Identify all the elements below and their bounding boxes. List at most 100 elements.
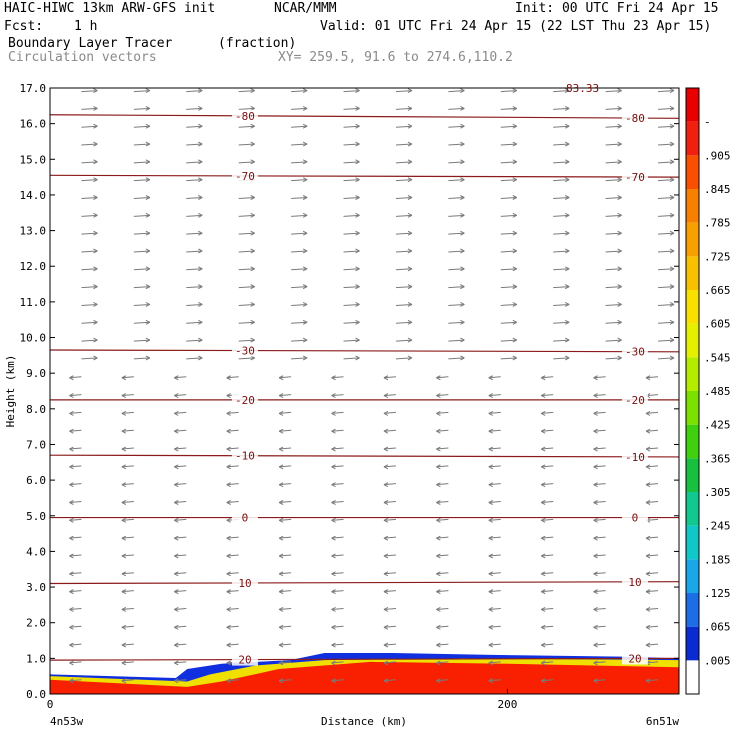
isotherm-label-bg — [621, 511, 648, 524]
circulation-vector — [593, 465, 606, 468]
circulation-vector — [238, 143, 255, 146]
circulation-vector-head — [145, 266, 151, 272]
circulation-vector — [593, 501, 606, 504]
circulation-vector-head — [512, 159, 518, 165]
circulation-vector — [69, 376, 82, 379]
circulation-vector-head — [564, 88, 570, 94]
circulation-vector-head — [226, 428, 231, 434]
circulation-vector-head — [69, 482, 74, 488]
circulation-vector — [291, 214, 308, 217]
circulation-vector-head — [488, 393, 494, 399]
circulation-vector-head — [331, 410, 336, 416]
circulation-vector — [488, 661, 501, 664]
circulation-vector — [541, 536, 554, 539]
circulation-vector — [69, 518, 82, 521]
circulation-vector — [291, 268, 308, 271]
circulation-vector-head — [278, 535, 284, 541]
circulation-vector — [553, 107, 570, 110]
isotherm-label-bg — [621, 393, 648, 406]
circulation-vector — [593, 625, 606, 628]
circulation-vector-head — [436, 428, 441, 434]
circulation-vector — [69, 429, 82, 432]
circulation-vector-head — [540, 482, 546, 488]
circulation-vector-head — [302, 284, 308, 290]
circulation-vector — [174, 679, 187, 682]
circulation-vector-head — [407, 319, 413, 325]
circulation-vector-head — [593, 624, 598, 630]
circulation-vector — [121, 376, 134, 379]
circulation-vector — [448, 232, 465, 235]
circulation-vector-head — [145, 230, 151, 236]
circulation-vector-head — [669, 284, 675, 290]
circulation-vector — [605, 197, 622, 200]
circulation-vector — [383, 661, 396, 664]
circulation-vector — [541, 607, 554, 610]
circulation-vector — [436, 590, 449, 593]
isotherm-label: -10 — [235, 450, 255, 463]
circulation-vector-head — [121, 482, 127, 488]
circulation-vector-head — [302, 230, 308, 236]
circulation-vector-head — [593, 678, 598, 684]
circulation-vector — [395, 214, 412, 217]
circulation-vector-head — [436, 410, 441, 416]
circulation-vector — [291, 197, 308, 200]
circulation-vector — [331, 465, 344, 468]
circulation-vector-head — [93, 141, 98, 147]
circulation-vector — [291, 339, 308, 342]
circulation-vector — [383, 643, 396, 646]
circulation-vector — [186, 197, 203, 200]
circulation-vector-head — [93, 105, 98, 111]
circulation-vector — [238, 339, 255, 342]
circulation-vector-head — [645, 482, 651, 488]
colorbar-label: .365 — [704, 452, 731, 465]
circulation-vector — [226, 465, 239, 468]
circulation-vector-head — [198, 177, 203, 183]
circulation-vector — [121, 661, 134, 664]
colorbar-label: .845 — [704, 183, 731, 196]
circulation-vector — [488, 572, 501, 575]
circulation-vector-head — [383, 553, 389, 559]
circulation-vector — [133, 268, 150, 271]
circulation-vector-head — [512, 284, 518, 290]
circulation-vector-head — [488, 589, 494, 595]
circulation-vector — [488, 679, 501, 682]
circulation-vector-head — [355, 159, 360, 165]
circulation-vector-head — [436, 464, 441, 470]
circulation-vector — [133, 143, 150, 146]
circulation-vector-head — [383, 375, 389, 381]
axes: 0.0 1.0 2.0 3.0 4.0 5.0 6.0 7.0 8.0 9.0 10.0 11.0 12… — [20, 82, 679, 711]
init-time: Init: 00 UTC Fri 24 Apr 15 — [515, 1, 719, 16]
circulation-vector-head — [460, 88, 465, 94]
circulation-vector-head — [383, 500, 389, 505]
circulation-vector — [593, 411, 606, 414]
isotherm-label: 10 — [628, 576, 641, 589]
circulation-vector-head — [355, 88, 360, 94]
circulation-vector-head — [69, 553, 74, 559]
circulation-vector-head — [174, 660, 179, 666]
circulation-vector-head — [278, 660, 284, 666]
circulation-vector — [69, 536, 82, 539]
circulation-vector — [553, 143, 570, 146]
circulation-vector-head — [617, 195, 622, 200]
colorbar-segment — [686, 525, 699, 560]
circulation-vector — [331, 661, 344, 664]
circulation-vector-head — [174, 535, 179, 541]
circulation-vector-head — [407, 141, 413, 147]
circulation-vector — [395, 321, 412, 324]
circulation-vector — [553, 179, 570, 182]
circulation-vector-head — [278, 624, 284, 630]
circulation-vector — [343, 107, 360, 110]
circulation-vector-head — [512, 123, 518, 129]
circulation-vector-head — [302, 105, 308, 111]
circulation-vector-head — [383, 482, 389, 488]
circulation-vector — [500, 232, 517, 235]
circulation-vector — [279, 376, 292, 379]
circulation-vector-head — [226, 606, 231, 612]
tracer-layer — [50, 661, 679, 694]
circulation-vector — [488, 447, 501, 450]
circulation-vector-head — [593, 660, 598, 666]
circulation-vector — [174, 501, 187, 504]
circulation-vector-head — [174, 624, 179, 630]
circulation-vector-head — [593, 571, 598, 577]
circulation-vector-head — [540, 553, 546, 559]
